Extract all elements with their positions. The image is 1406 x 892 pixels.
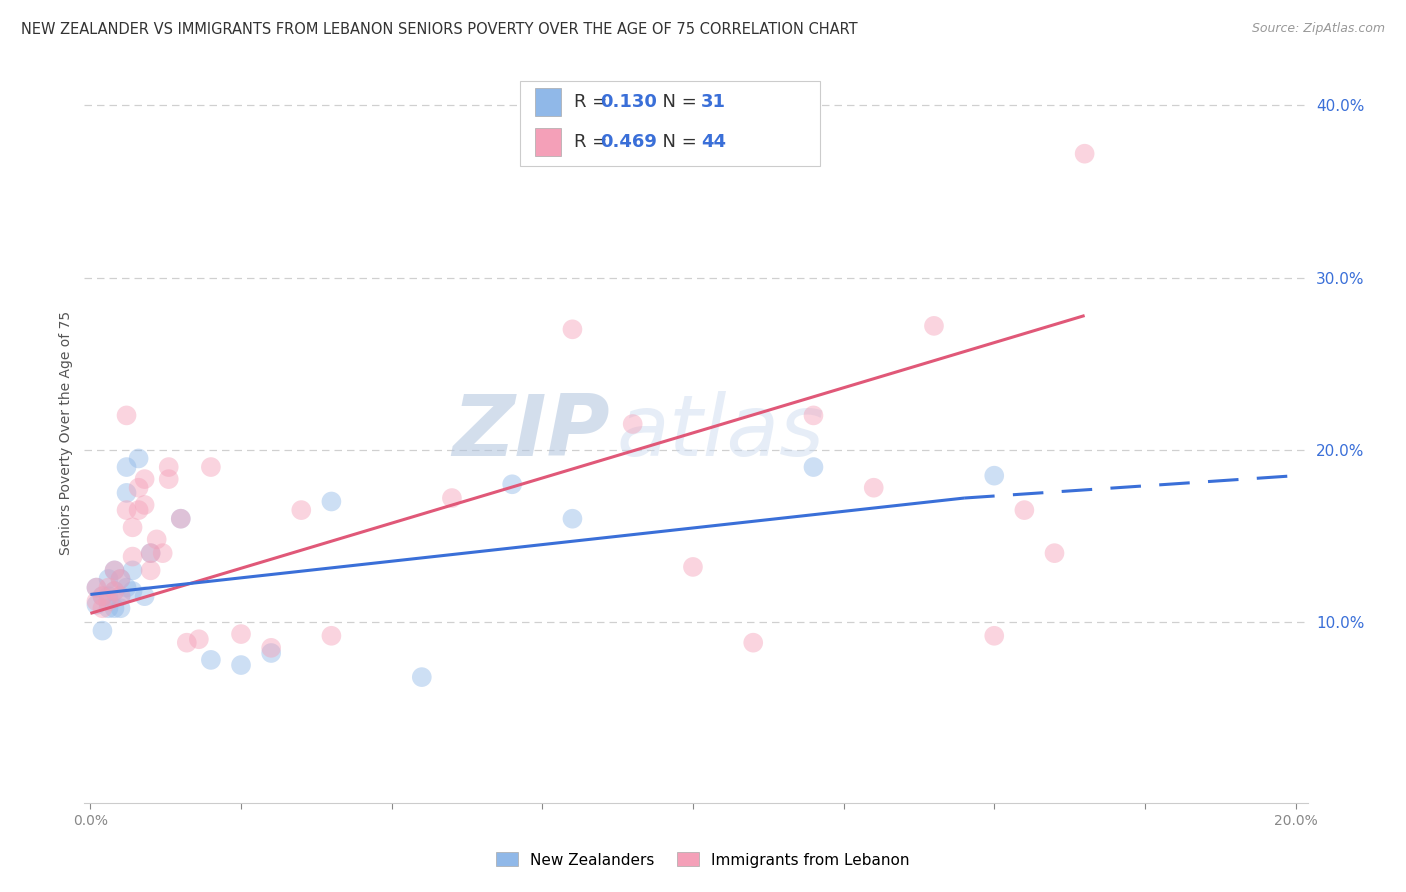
Point <box>157 472 180 486</box>
Point <box>139 546 162 560</box>
Point <box>121 520 143 534</box>
Point <box>139 546 162 560</box>
Point <box>97 589 120 603</box>
Point <box>86 594 108 608</box>
Point <box>803 409 825 423</box>
Point <box>1043 546 1066 560</box>
Point <box>115 460 138 475</box>
Point <box>157 460 180 475</box>
Point <box>128 503 150 517</box>
Point <box>134 472 156 486</box>
Point <box>97 572 120 586</box>
Point <box>110 601 132 615</box>
Point <box>97 601 120 615</box>
Text: N =: N = <box>651 134 702 152</box>
Point <box>91 624 114 638</box>
Point <box>115 581 138 595</box>
Point <box>134 498 156 512</box>
Point <box>152 546 174 560</box>
Point <box>103 584 125 599</box>
Text: 0.130: 0.130 <box>600 93 658 111</box>
Text: NEW ZEALANDER VS IMMIGRANTS FROM LEBANON SENIORS POVERTY OVER THE AGE OF 75 CORR: NEW ZEALANDER VS IMMIGRANTS FROM LEBANON… <box>21 22 858 37</box>
Point <box>91 601 114 615</box>
Point <box>145 533 167 547</box>
Point <box>229 658 252 673</box>
Point <box>260 646 283 660</box>
Text: atlas: atlas <box>616 391 824 475</box>
Text: Source: ZipAtlas.com: Source: ZipAtlas.com <box>1251 22 1385 36</box>
Point <box>922 318 945 333</box>
Point <box>97 594 120 608</box>
Point <box>862 481 884 495</box>
Point <box>682 560 704 574</box>
Point <box>128 481 150 495</box>
Point <box>103 601 125 615</box>
Point <box>121 584 143 599</box>
Point <box>86 581 108 595</box>
Point <box>176 635 198 649</box>
Text: 31: 31 <box>700 93 725 111</box>
Point <box>200 460 222 475</box>
Point <box>229 627 252 641</box>
Text: 44: 44 <box>700 134 725 152</box>
Point <box>110 572 132 586</box>
FancyBboxPatch shape <box>520 81 820 166</box>
Point <box>440 491 463 505</box>
Point <box>86 598 108 612</box>
Point <box>103 563 125 577</box>
Point <box>742 635 765 649</box>
Text: R =: R = <box>574 93 613 111</box>
Point <box>501 477 523 491</box>
Point <box>170 512 193 526</box>
Point <box>115 409 138 423</box>
Point <box>260 640 283 655</box>
Point <box>290 503 312 517</box>
Point <box>170 512 193 526</box>
Point <box>134 589 156 603</box>
Point <box>1014 503 1036 517</box>
Point <box>803 460 825 475</box>
Point <box>561 512 583 526</box>
FancyBboxPatch shape <box>534 87 561 116</box>
Point <box>128 451 150 466</box>
Point <box>97 581 120 595</box>
Point <box>411 670 433 684</box>
FancyBboxPatch shape <box>534 128 561 156</box>
Point <box>103 584 125 599</box>
Point <box>121 549 143 564</box>
Point <box>110 589 132 603</box>
Point <box>621 417 644 431</box>
Point <box>91 589 114 603</box>
Point <box>139 563 162 577</box>
Point <box>1073 146 1095 161</box>
Point <box>121 563 143 577</box>
Legend: New Zealanders, Immigrants from Lebanon: New Zealanders, Immigrants from Lebanon <box>491 847 915 873</box>
Point <box>115 486 138 500</box>
Point <box>561 322 583 336</box>
Point <box>321 494 343 508</box>
Y-axis label: Seniors Poverty Over the Age of 75: Seniors Poverty Over the Age of 75 <box>59 310 73 555</box>
Text: N =: N = <box>651 93 702 111</box>
Point <box>91 589 114 603</box>
Point <box>983 629 1005 643</box>
Point <box>200 653 222 667</box>
Point <box>110 589 132 603</box>
Point <box>983 468 1005 483</box>
Text: 0.469: 0.469 <box>600 134 658 152</box>
Point <box>110 572 132 586</box>
Point <box>321 629 343 643</box>
Text: ZIP: ZIP <box>453 391 610 475</box>
Point <box>86 581 108 595</box>
Text: R =: R = <box>574 134 613 152</box>
Point <box>115 503 138 517</box>
Point <box>187 632 209 647</box>
Point <box>103 563 125 577</box>
